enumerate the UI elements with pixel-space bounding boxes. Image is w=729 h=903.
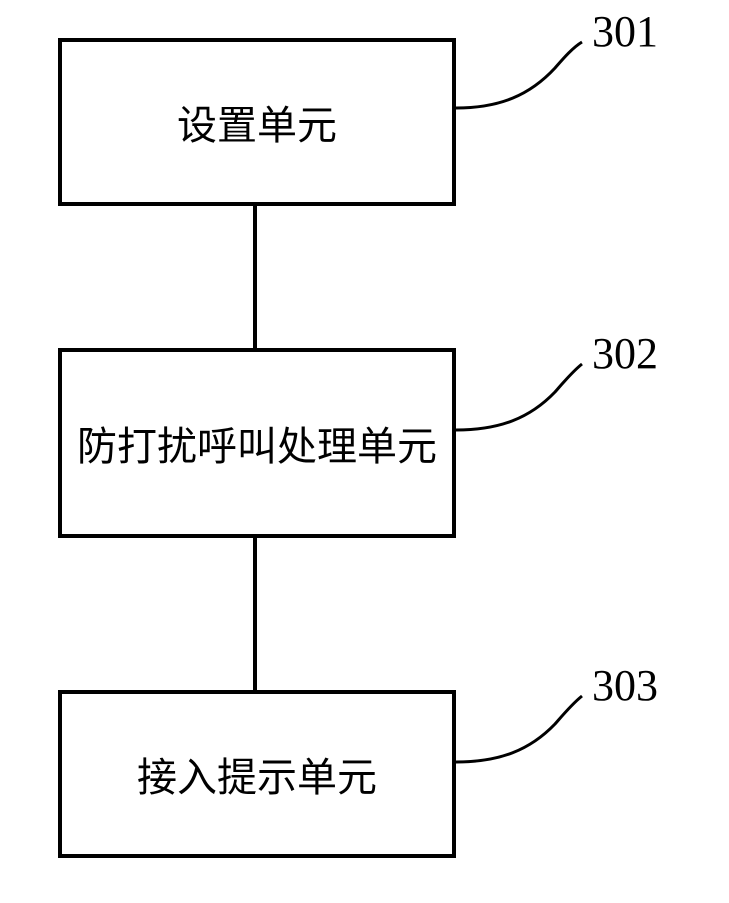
label-303: 303 [592, 660, 658, 711]
node-303-label: 接入提示单元 [137, 745, 377, 803]
callout-303 [456, 696, 582, 762]
node-302: 防打扰呼叫处理单元 [58, 348, 456, 538]
node-302-label: 防打扰呼叫处理单元 [77, 414, 437, 472]
label-302: 302 [592, 328, 658, 379]
callout-302 [456, 364, 582, 430]
callout-301 [456, 42, 582, 108]
node-303: 接入提示单元 [58, 690, 456, 858]
node-301-label: 设置单元 [177, 93, 337, 151]
node-301: 设置单元 [58, 38, 456, 206]
diagram-canvas: 设置单元 防打扰呼叫处理单元 接入提示单元 301 302 303 [0, 0, 729, 903]
label-301: 301 [592, 6, 658, 57]
